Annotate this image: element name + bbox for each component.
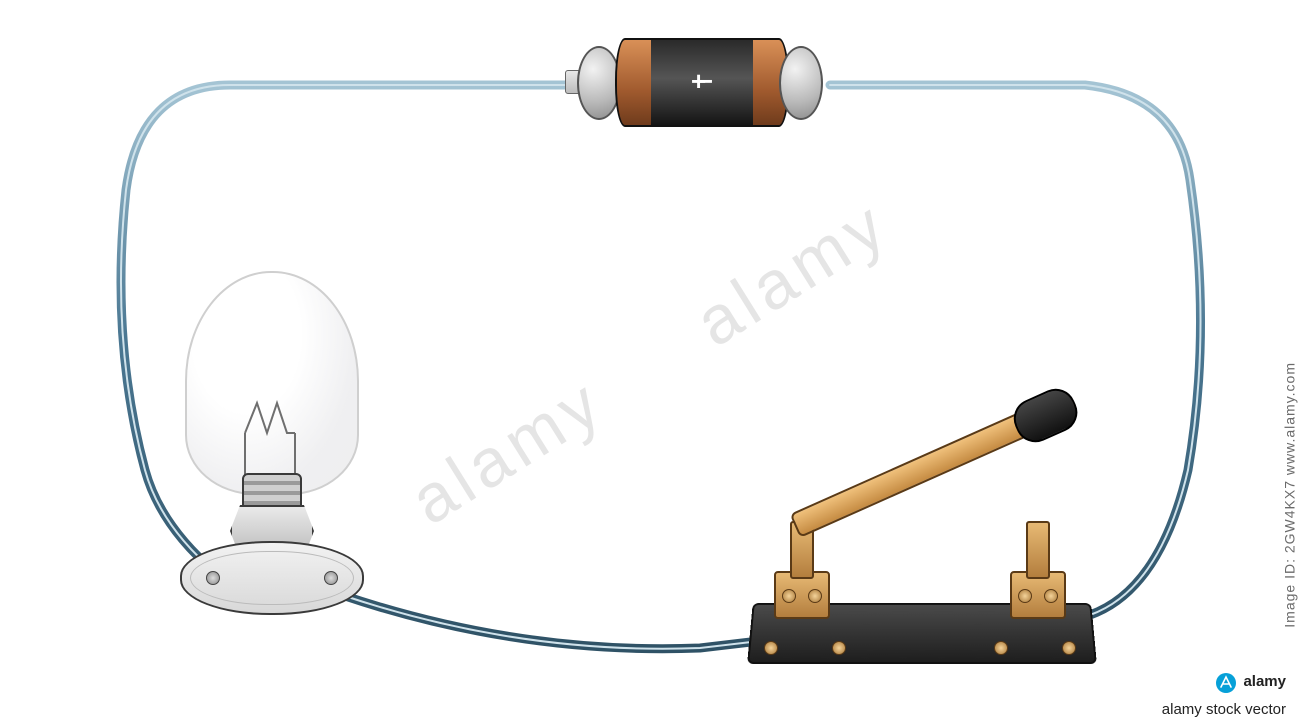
alamy-logo-icon (1215, 672, 1237, 694)
light-bulb (180, 265, 360, 615)
switch-bolt-icon (994, 641, 1008, 655)
bulb-screw-icon (206, 571, 220, 585)
bulb-filament (235, 393, 305, 483)
circuit-diagram: alamy alamy + − (0, 0, 1300, 724)
battery-band-left (617, 40, 651, 125)
switch-bolt-icon (1062, 641, 1076, 655)
rivet-icon (1044, 589, 1058, 603)
knife-switch (750, 465, 1090, 665)
battery: + − (585, 38, 815, 123)
switch-bolt-icon (764, 641, 778, 655)
rivet-icon (808, 589, 822, 603)
watermark-side: Image ID: 2GW4KX7 www.alamy.com (1282, 362, 1298, 628)
alamy-credit: alamy alamy stock vector (1162, 672, 1286, 721)
credit-logo-text: alamy (1243, 672, 1286, 692)
rivet-icon (1018, 589, 1032, 603)
bulb-base (180, 541, 364, 615)
switch-bolt-icon (832, 641, 846, 655)
bulb-screw-icon (324, 571, 338, 585)
switch-post-right (1026, 521, 1050, 579)
rivet-icon (782, 589, 796, 603)
battery-cap-right (779, 46, 823, 120)
battery-minus-label: − (698, 66, 713, 97)
credit-attribution: alamy stock vector (1162, 701, 1286, 718)
battery-body: + − (615, 38, 789, 127)
